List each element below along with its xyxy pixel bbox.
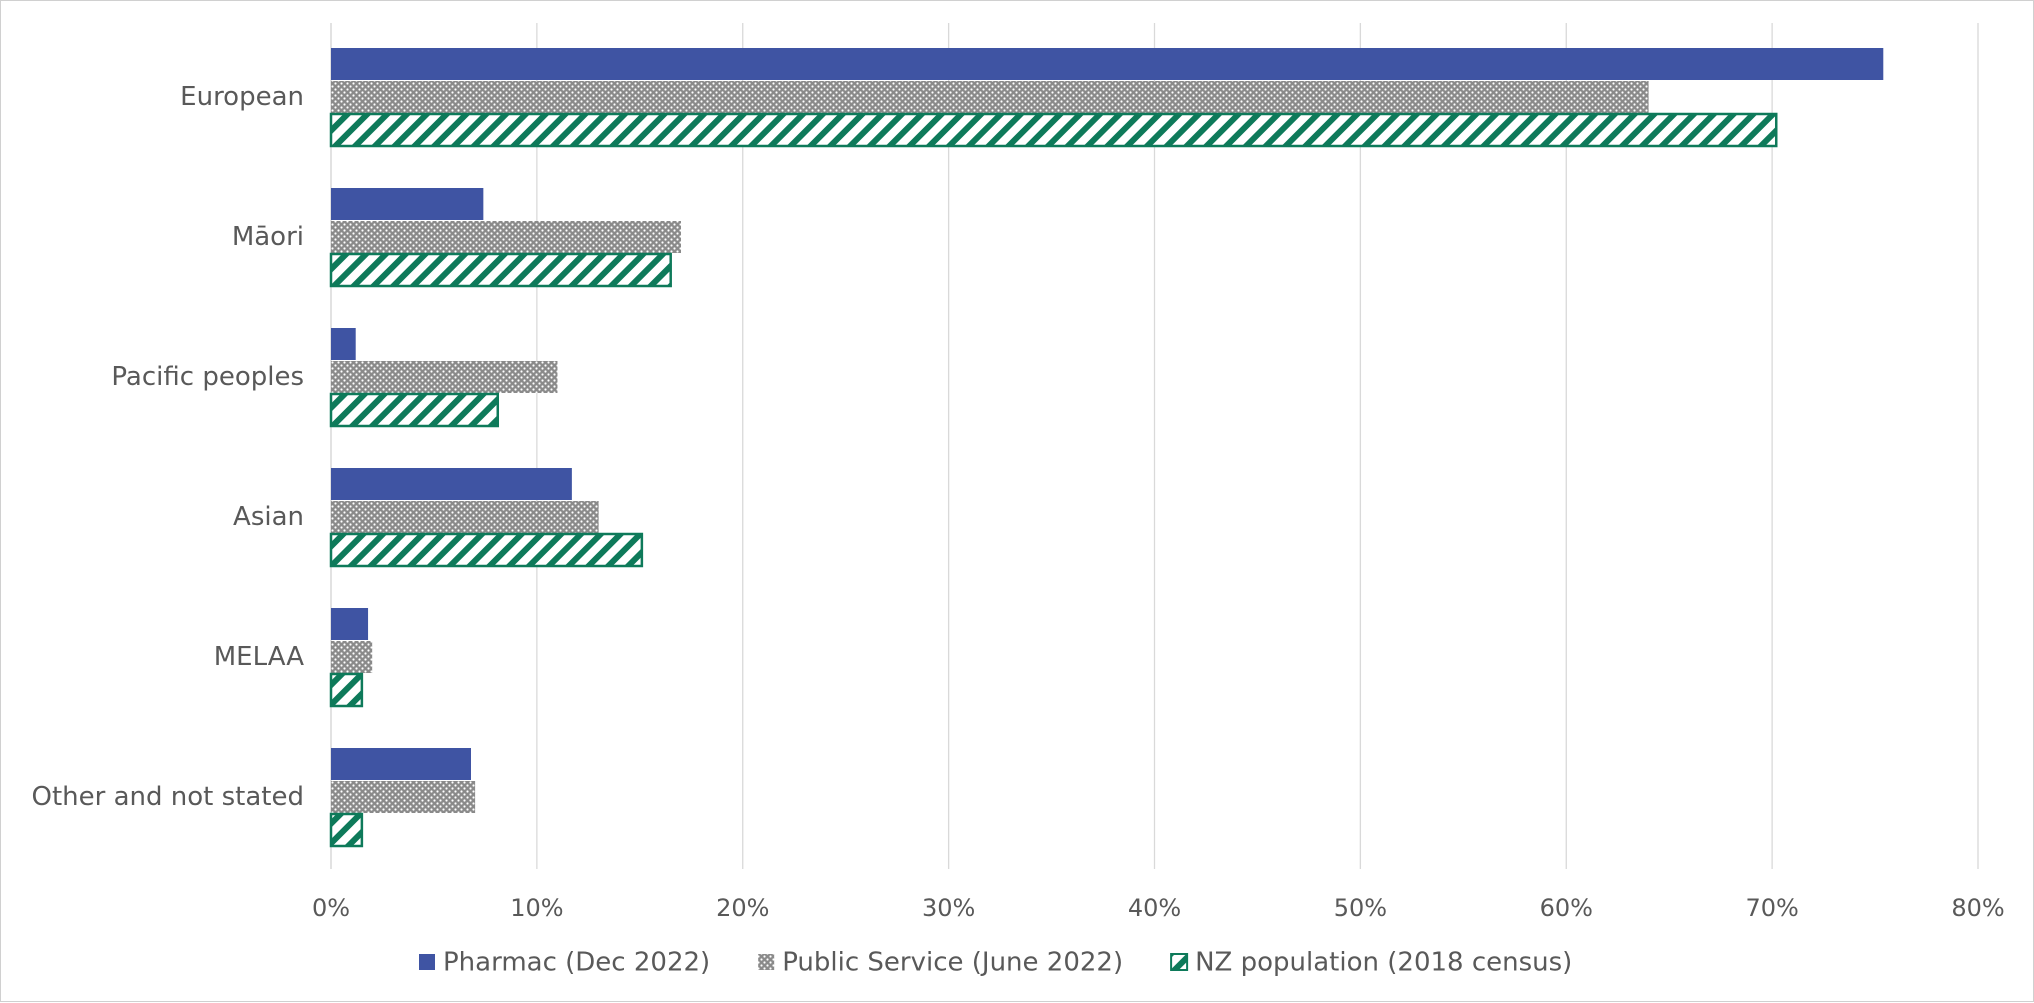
legend-label: NZ population (2018 census)	[1195, 948, 1572, 978]
bar-european-pharmac-dec-2022	[331, 48, 1884, 80]
bar-other-and-not-stated-pharmac-dec-2022	[331, 748, 471, 780]
bar-pacific-peoples-pharmac-dec-2022	[331, 328, 356, 360]
legend-label: Public Service (June 2022)	[782, 948, 1123, 978]
bar-melaa-public-service-june-2022	[331, 641, 373, 673]
category-label-other-and-not-stated: Other and not stated	[32, 782, 304, 812]
legend-item-pharmac-dec-2022: Pharmac (Dec 2022)	[419, 948, 710, 978]
x-tick-label: 80%	[1951, 894, 2004, 922]
x-tick-label: 20%	[716, 894, 769, 922]
bar-european-nz-population-2018-census	[329, 112, 1778, 148]
gridlines	[330, 23, 1979, 869]
category-label-m-ori: Māori	[232, 222, 304, 252]
x-tick-label: 30%	[922, 894, 975, 922]
x-tick-label: 50%	[1334, 894, 1387, 922]
bar-other-and-not-stated-public-service-june-2022	[331, 781, 476, 813]
bar-asian-public-service-june-2022	[331, 501, 599, 533]
legend-item-nz-population-2018-census: NZ population (2018 census)	[1170, 948, 1572, 978]
x-tick-label: 70%	[1745, 894, 1798, 922]
legend-swatch	[758, 954, 775, 970]
category-label-asian: Asian	[233, 502, 304, 532]
bar-m-ori-nz-population-2018-census	[329, 252, 672, 288]
legend-item-public-service-june-2022: Public Service (June 2022)	[758, 948, 1123, 978]
category-label-pacific-peoples: Pacific peoples	[111, 362, 304, 392]
category-label-melaa: MELAA	[214, 642, 304, 672]
bar-european-public-service-june-2022	[331, 81, 1649, 113]
bar-pacific-peoples-public-service-june-2022	[331, 361, 558, 393]
bar-pacific-peoples-nz-population-2018-census	[329, 392, 500, 428]
x-tick-label: 10%	[510, 894, 563, 922]
x-tick-label: 60%	[1540, 894, 1593, 922]
x-axis-tick-labels: 0% 10% 20% 30% 40% 50% 60% 70% 80%	[312, 894, 2005, 922]
bar-melaa-pharmac-dec-2022	[331, 608, 369, 640]
bar-other-and-not-stated-nz-population-2018-census	[329, 812, 364, 848]
bar-m-ori-public-service-june-2022	[331, 221, 681, 253]
category-label-european: European	[180, 82, 304, 112]
bar-melaa-nz-population-2018-census	[329, 672, 364, 708]
category-labels: European Māori Pacific peoples Asian MELAA Ot…	[32, 82, 305, 812]
legend-label: Pharmac (Dec 2022)	[443, 948, 710, 978]
x-tick-label: 0%	[312, 894, 350, 922]
legend-swatch	[1170, 953, 1189, 971]
legend-swatch	[419, 954, 435, 970]
legend: Pharmac (Dec 2022) Public Service (June 2…	[419, 948, 1572, 978]
bars	[329, 48, 1884, 848]
x-tick-label: 40%	[1128, 894, 1181, 922]
bar-m-ori-pharmac-dec-2022	[331, 188, 484, 220]
bar-asian-pharmac-dec-2022	[331, 468, 572, 500]
bar-asian-nz-population-2018-census	[329, 532, 644, 568]
